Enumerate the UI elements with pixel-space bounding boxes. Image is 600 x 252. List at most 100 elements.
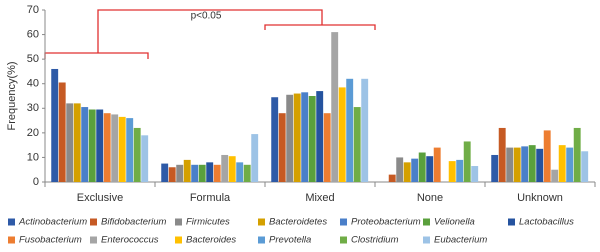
- bar: [566, 147, 574, 182]
- bar: [161, 163, 169, 182]
- bar: [346, 78, 354, 182]
- y-tick-label: 0: [33, 176, 39, 188]
- bar: [513, 147, 521, 182]
- bar: [243, 164, 251, 182]
- bar: [271, 97, 279, 182]
- bar: [558, 145, 566, 182]
- bar: [551, 169, 559, 182]
- legend-label: Bifidobacterium: [101, 217, 167, 228]
- legend-label: Proteobacterium: [351, 217, 421, 228]
- bar: [88, 109, 96, 182]
- legend-label: Prevotella: [269, 235, 311, 246]
- legend-label: Actinobacterium: [18, 217, 87, 228]
- legend-swatch: [90, 236, 97, 244]
- bar: [506, 147, 514, 182]
- bar: [433, 147, 441, 182]
- bar: [293, 93, 301, 182]
- bar: [206, 162, 214, 182]
- legend-swatch: [508, 218, 515, 226]
- bar: [228, 156, 236, 182]
- bar: [176, 164, 184, 182]
- bar: [471, 166, 479, 182]
- legend-label: Bacteroides: [186, 235, 236, 246]
- annotation: p<0.05: [191, 11, 222, 22]
- bar: [251, 134, 259, 182]
- bar: [213, 164, 221, 182]
- legend-swatch: [258, 236, 265, 244]
- legend-label: Clostridium: [351, 235, 399, 246]
- bar: [388, 174, 396, 182]
- bar: [426, 156, 434, 182]
- bar: [456, 159, 464, 182]
- bar: [448, 161, 456, 182]
- legend-label: Eubacterium: [434, 235, 487, 246]
- bar: [81, 107, 89, 182]
- bar: [133, 127, 141, 182]
- bar: [221, 154, 229, 182]
- legend-swatch: [340, 236, 347, 244]
- y-tick-label: 10: [27, 151, 39, 163]
- bar: [463, 141, 471, 182]
- bar: [411, 158, 419, 182]
- legend-swatch: [8, 218, 15, 226]
- bar: [581, 151, 589, 182]
- bar: [361, 78, 369, 182]
- bar: [198, 164, 206, 182]
- bar: [353, 107, 361, 182]
- y-tick-label: 60: [27, 28, 39, 40]
- legend-swatch: [175, 218, 182, 226]
- legend-swatch: [175, 236, 182, 244]
- bar: [66, 103, 74, 182]
- bar: [103, 113, 111, 182]
- bar: [331, 32, 339, 182]
- x-tick-label: Unknown: [517, 192, 563, 204]
- legend-swatch: [8, 236, 15, 244]
- bar: [338, 87, 346, 182]
- bar: [278, 113, 286, 182]
- bar: [301, 92, 309, 182]
- bar: [141, 135, 149, 182]
- bar: [573, 127, 581, 182]
- legend-label: Enterococcus: [101, 235, 159, 246]
- y-tick-label: 50: [27, 53, 39, 65]
- bar: [58, 82, 66, 182]
- bar: [73, 103, 81, 182]
- legend-label: Velionella: [434, 217, 475, 228]
- legend-label: Fusobacterium: [19, 235, 82, 246]
- legend-swatch: [90, 218, 97, 226]
- y-tick-label: 30: [27, 102, 39, 114]
- legend-swatch: [423, 236, 430, 244]
- bar: [323, 113, 331, 182]
- bar: [308, 96, 316, 182]
- bar: [418, 152, 426, 182]
- bar: [521, 146, 529, 182]
- x-tick-label: Exclusive: [77, 192, 123, 204]
- bar: [286, 94, 294, 182]
- legend-label: Firmicutes: [186, 217, 230, 228]
- bar: [528, 145, 536, 182]
- legend-swatch: [423, 218, 430, 226]
- x-tick-label: Formula: [190, 192, 231, 204]
- y-tick-label: 70: [27, 4, 39, 16]
- bar: [191, 164, 199, 182]
- bar: [51, 68, 59, 182]
- bar: [183, 159, 191, 182]
- bar: [236, 162, 244, 182]
- legend-label: Lactobacillus: [519, 217, 574, 228]
- bar: [96, 109, 104, 182]
- legend-swatch: [258, 218, 265, 226]
- bar: [403, 162, 411, 182]
- bar: [111, 114, 119, 182]
- x-tick-label: Mixed: [305, 192, 334, 204]
- y-tick-label: 20: [27, 127, 39, 139]
- bar: [396, 157, 404, 182]
- legend-swatch: [340, 218, 347, 226]
- x-tick-label: None: [417, 192, 443, 204]
- bar: [536, 148, 544, 182]
- bar: [168, 167, 176, 182]
- bar: [498, 127, 506, 182]
- bar: [543, 130, 551, 182]
- bar: [118, 116, 126, 182]
- bar: [491, 154, 499, 182]
